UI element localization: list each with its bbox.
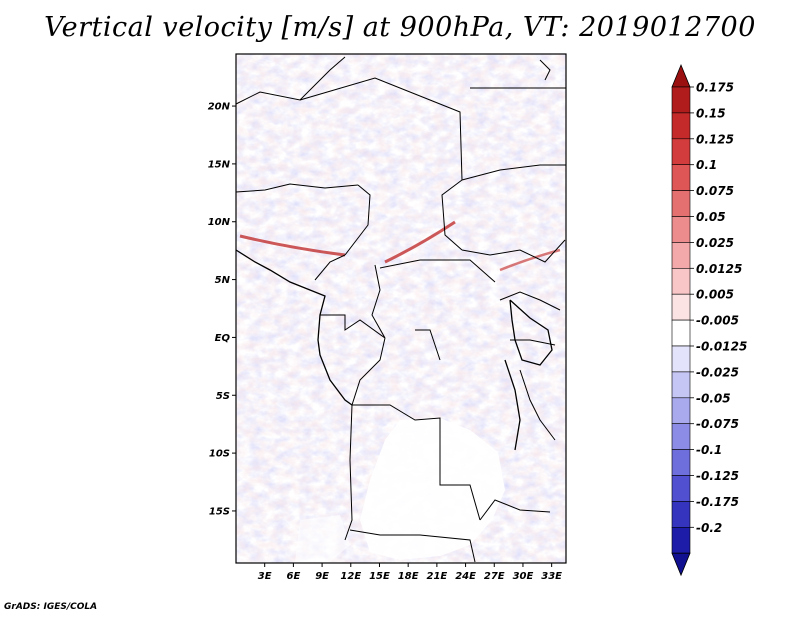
- lat-tick-label: EQ: [215, 333, 231, 344]
- coastline: [235, 249, 553, 451]
- colorbar-swatch: [671, 526, 691, 554]
- colorbar-label: -0.2: [696, 521, 722, 535]
- lat-tick-label: 10N: [208, 217, 231, 228]
- colorbar-label: 0.175: [696, 81, 734, 95]
- colorbar-label: 0.0125: [696, 262, 742, 276]
- colorbar-swatch: [671, 138, 691, 166]
- colorbar-swatch: [671, 397, 691, 424]
- lon-tick-label: 12E: [340, 571, 361, 582]
- lat-tick-label: 15N: [208, 159, 231, 170]
- country-borders: [235, 56, 566, 563]
- colorbar-swatch: [671, 371, 691, 399]
- colorbar-label: -0.1: [696, 443, 722, 457]
- colorbar-label: -0.005: [696, 314, 739, 328]
- colorbar-label: 0.125: [696, 132, 734, 146]
- latitude-axis: 20N 15N 10N 5N EQ 5S 10S 15S: [208, 102, 236, 517]
- colorbar: 0.175 0.15 0.125 0.1 0.075 0.05 0.025 0.0125 0.0…: [671, 63, 747, 577]
- band-2: [384, 220, 456, 264]
- lon-tick-label: 30E: [513, 571, 534, 582]
- colorbar-swatch: [671, 345, 691, 373]
- plot-frame: [235, 53, 567, 564]
- lat-tick-label: 15S: [209, 506, 230, 517]
- lon-tick-label: 33E: [541, 571, 562, 582]
- colorbar-label: -0.075: [696, 417, 739, 431]
- colorbar-swatch: [671, 242, 691, 269]
- colorbar-swatch: [671, 475, 691, 502]
- colorbar-label: 0.05: [696, 210, 726, 224]
- colorbar-label: 0.075: [696, 184, 734, 198]
- colorbar-label: 0.025: [696, 236, 734, 250]
- colorbar-swatch: [671, 267, 691, 295]
- colorbar-swatch: [671, 319, 691, 347]
- colorbar-swatch: [671, 86, 691, 114]
- colorbar-swatch: [671, 190, 691, 217]
- colorbar-swatch: [671, 449, 691, 476]
- colorbar-label: 0.15: [696, 106, 726, 120]
- chart-title: Vertical velocity [m/s] at 900hPa, VT: 2…: [44, 12, 756, 43]
- lon-tick-label: 27E: [484, 571, 505, 582]
- colorbar-top-arrow: [671, 63, 691, 88]
- colorbar-label: 0.1: [696, 158, 717, 172]
- colorbar-swatch: [671, 423, 691, 450]
- lon-tick-label: 21E: [426, 571, 447, 582]
- credit-label: GrADS: IGES/COLA: [4, 602, 98, 612]
- lat-tick-label: 5S: [216, 391, 230, 402]
- lon-tick-label: 9E: [315, 571, 329, 582]
- colorbar-label: -0.175: [696, 495, 739, 509]
- longitude-axis: 3E 6E 9E 12E 15E 18E 21E 24E 27E 30E 33E: [258, 563, 562, 582]
- lon-tick-label: 15E: [369, 571, 390, 582]
- lat-tick-label: 20N: [208, 102, 231, 113]
- lon-tick-label: 24E: [455, 571, 476, 582]
- colorbar-label: -0.025: [696, 365, 739, 379]
- lon-tick-label: 18E: [398, 571, 419, 582]
- lon-tick-label: 6E: [286, 571, 300, 582]
- colorbar-swatch: [671, 164, 691, 191]
- colorbar-label: -0.125: [696, 469, 739, 483]
- colorbar-bottom-arrow: [671, 552, 691, 577]
- colorbar-swatch: [671, 112, 691, 140]
- lat-tick-label: 5N: [215, 275, 231, 286]
- colorbar-label: 0.005: [696, 288, 734, 302]
- lat-tick-label: 10S: [209, 449, 230, 460]
- colorbar-swatch: [671, 216, 691, 243]
- colorbar-swatch: [671, 501, 691, 528]
- band-1: [239, 234, 346, 257]
- colorbar-label: -0.05: [696, 391, 731, 405]
- colorbar-label: -0.0125: [696, 340, 747, 354]
- velocity-field: [236, 54, 566, 563]
- colorbar-swatch: [671, 293, 691, 321]
- lon-tick-label: 3E: [258, 571, 272, 582]
- calm-region: [360, 418, 505, 560]
